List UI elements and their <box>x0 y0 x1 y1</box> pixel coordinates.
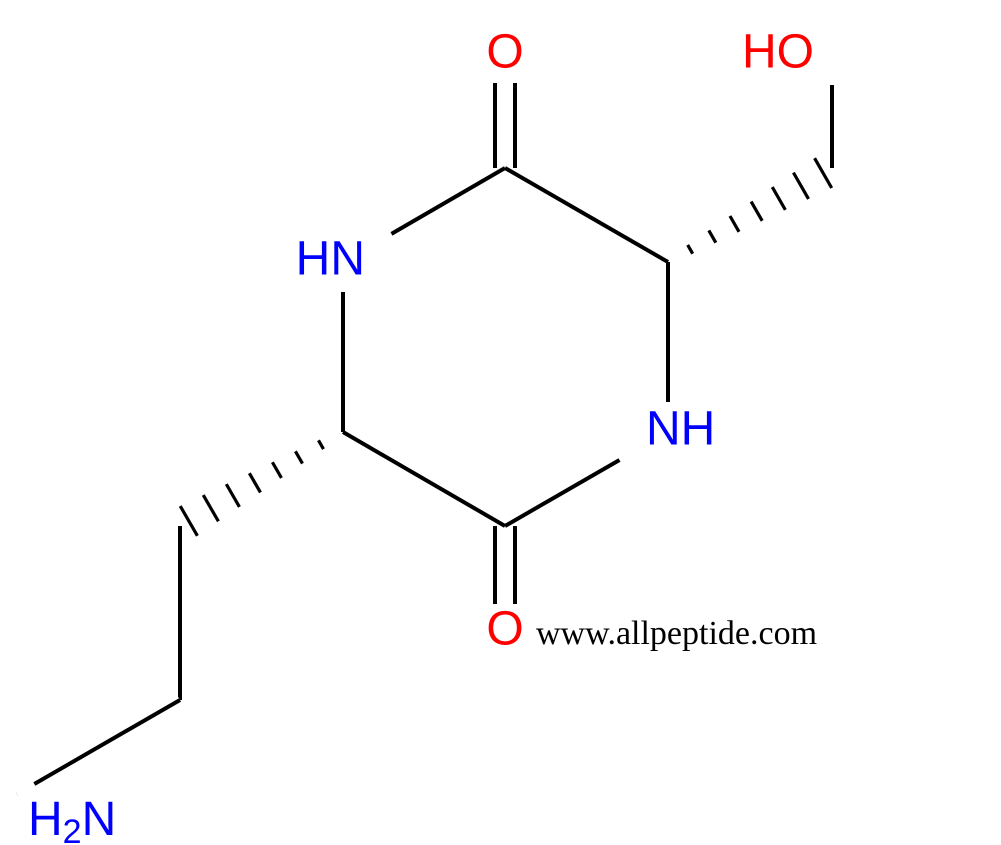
watermark-text: www.allpeptide.com <box>536 615 817 652</box>
atom-o-bot: O <box>486 603 523 656</box>
atom-hn-left: HN <box>296 233 365 286</box>
atom-ho: HO <box>742 26 814 79</box>
atom-o-top: O <box>486 26 523 79</box>
atom-h2n: H2N <box>28 793 116 845</box>
atom-nh-right: NH <box>646 403 715 456</box>
